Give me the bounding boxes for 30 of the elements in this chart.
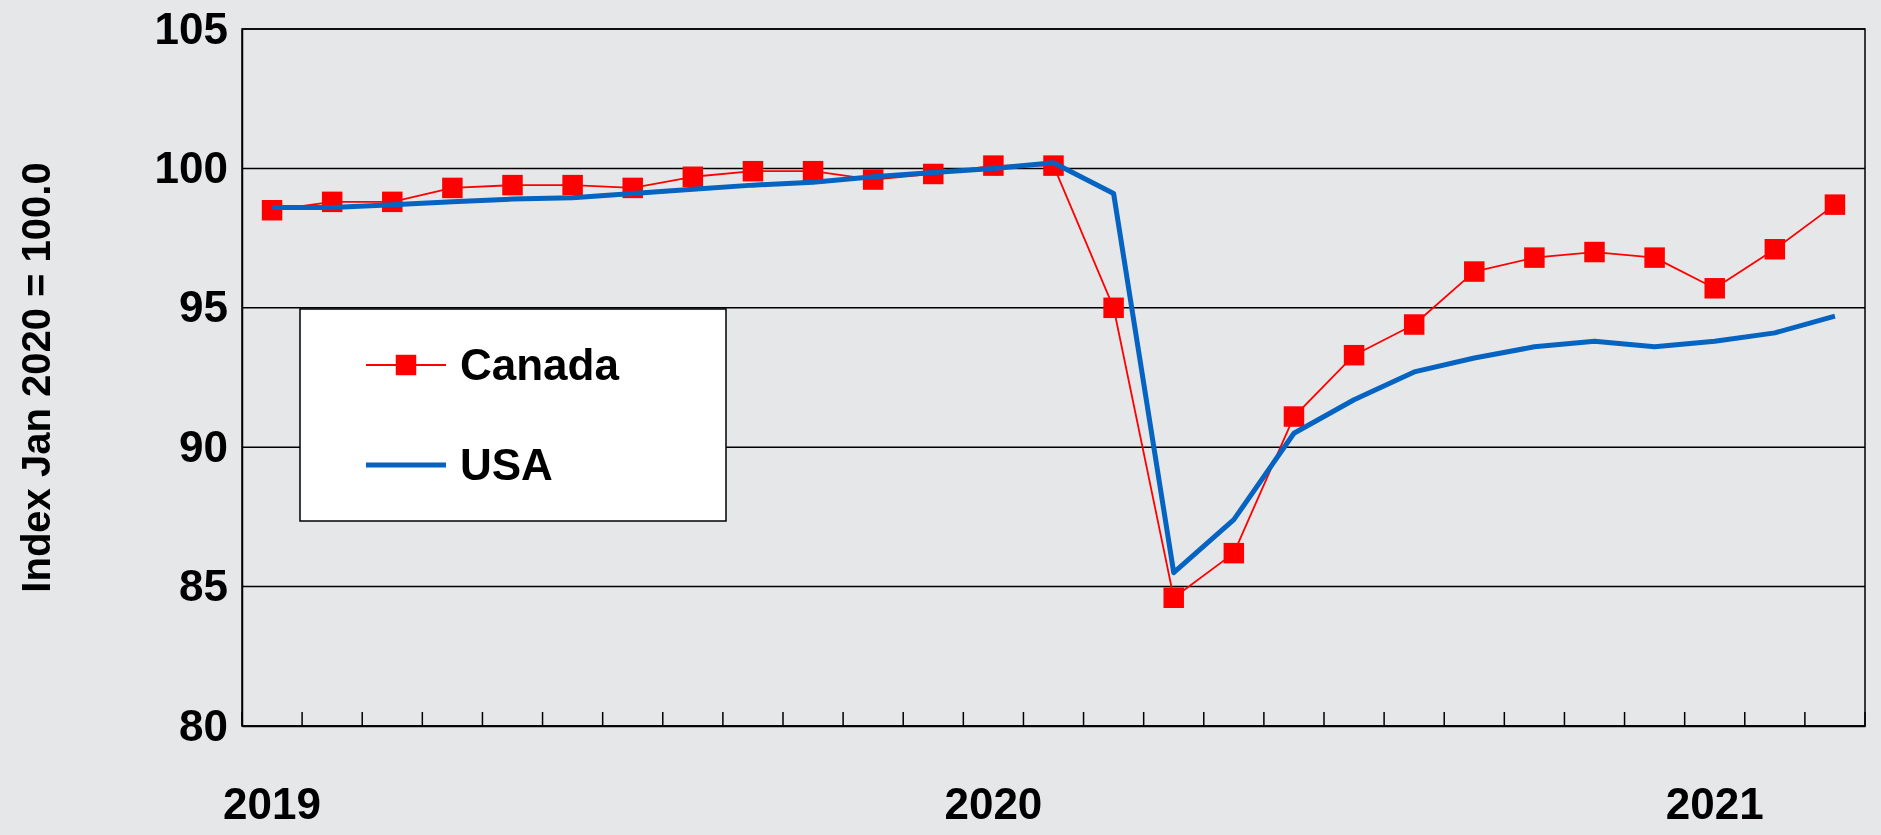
x-tick-label: 2019 [223, 779, 321, 829]
point [1283, 406, 1305, 427]
point [1644, 247, 1665, 268]
point [1163, 587, 1184, 608]
y-axis-title: Index Jan 2020 = 100.0 [14, 162, 58, 593]
point [1103, 297, 1124, 319]
point [442, 177, 463, 199]
point [682, 166, 704, 188]
x-tick-label: 2021 [1665, 779, 1764, 829]
point [742, 160, 764, 182]
y-tick-label: 85 [179, 561, 228, 611]
point [1704, 278, 1725, 299]
point [1524, 247, 1545, 268]
y-tick-label: 80 [179, 700, 228, 750]
point [1764, 239, 1786, 260]
point [1403, 314, 1425, 335]
legend-label: USA [460, 440, 553, 489]
y-tick-label: 100 [154, 142, 228, 192]
y-tick-label: 90 [179, 421, 228, 471]
point [1584, 241, 1605, 263]
y-tick-label: 105 [154, 3, 228, 53]
point [502, 174, 523, 196]
point [562, 174, 583, 196]
legend-label: Canada [460, 340, 620, 389]
x-tick-label: 2020 [944, 779, 1043, 829]
point [1343, 344, 1365, 366]
point [1824, 194, 1846, 215]
point [1223, 542, 1245, 564]
point [1464, 261, 1485, 282]
y-tick-label: 95 [179, 282, 228, 332]
